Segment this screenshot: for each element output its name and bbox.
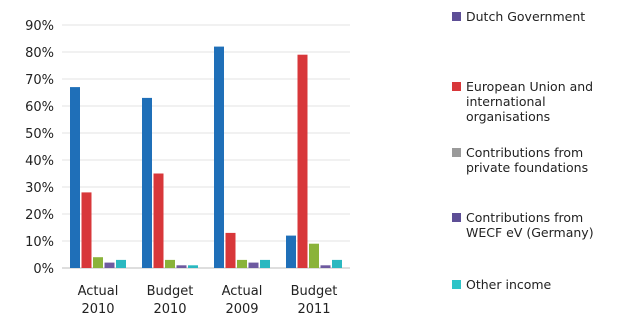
- legend-swatch: [452, 12, 461, 21]
- y-tick-label: 60%: [25, 100, 54, 115]
- x-tick-label: Actual 2010: [78, 284, 119, 317]
- legend-item-dutch-government: Dutch Government: [452, 9, 585, 24]
- bar: [176, 265, 187, 268]
- bar: [214, 46, 224, 268]
- y-axis-ticks: 0% 10% 20% 30% 40% 50% 60% 70% 80% 90%: [25, 19, 54, 277]
- legend-label: Dutch Government: [466, 9, 586, 24]
- legend-item-other-income: Other income: [452, 277, 551, 292]
- legend-label: Contributions from private foundations: [466, 145, 589, 175]
- legend-item-private-foundations: Contributions from private foundations: [452, 145, 588, 175]
- y-tick-label: 70%: [25, 73, 54, 88]
- bar: [165, 259, 175, 268]
- x-axis-categories: Actual 2010 Budget 2010 Actual 2009 Budget 2011: [78, 284, 338, 317]
- bar: [286, 235, 296, 268]
- bar: [332, 259, 342, 268]
- bar: [116, 259, 126, 268]
- x-tick-label: Budget 2011: [291, 284, 338, 317]
- bar: [104, 262, 115, 268]
- y-tick-label: 50%: [25, 127, 54, 142]
- y-tick-label: 80%: [25, 46, 54, 61]
- bar: [237, 259, 247, 268]
- legend-swatch: [452, 213, 461, 222]
- legend-swatch: [452, 82, 461, 91]
- y-tick-label: 30%: [25, 181, 54, 196]
- y-tick-label: 20%: [25, 208, 54, 223]
- bar: [248, 262, 259, 268]
- bar: [188, 265, 198, 268]
- legend-label: Contributions from WECF eV (Germany): [466, 210, 594, 240]
- bars: [70, 46, 342, 269]
- y-tick-label: 10%: [25, 235, 54, 250]
- bar: [309, 243, 319, 268]
- bar: [225, 232, 236, 268]
- bar: [70, 87, 80, 268]
- bar: [260, 259, 270, 268]
- legend-label: European Union and international organis…: [466, 79, 594, 124]
- y-tick-label: 0%: [33, 262, 54, 277]
- bar: [81, 192, 92, 268]
- x-tick-label: Actual 2009: [222, 284, 263, 317]
- gridlines: [62, 24, 350, 269]
- bar-chart: 0% 10% 20% 30% 40% 50% 60% 70% 80% 90% Actual 2010…: [25, 19, 350, 317]
- legend-swatch: [452, 148, 461, 157]
- legend-item-wecf-ev: Contributions from WECF eV (Germany): [452, 210, 594, 240]
- bar: [320, 265, 331, 268]
- legend-item-european-union: European Union and international organis…: [452, 79, 593, 124]
- bar: [153, 173, 164, 268]
- bar: [297, 54, 308, 269]
- y-tick-label: 90%: [25, 19, 54, 34]
- bar: [142, 97, 152, 269]
- y-tick-label: 40%: [25, 154, 54, 169]
- x-tick-label: Budget 2010: [147, 284, 194, 317]
- legend-label: Other income: [466, 277, 552, 292]
- bar: [93, 257, 103, 268]
- legend-swatch: [452, 280, 461, 289]
